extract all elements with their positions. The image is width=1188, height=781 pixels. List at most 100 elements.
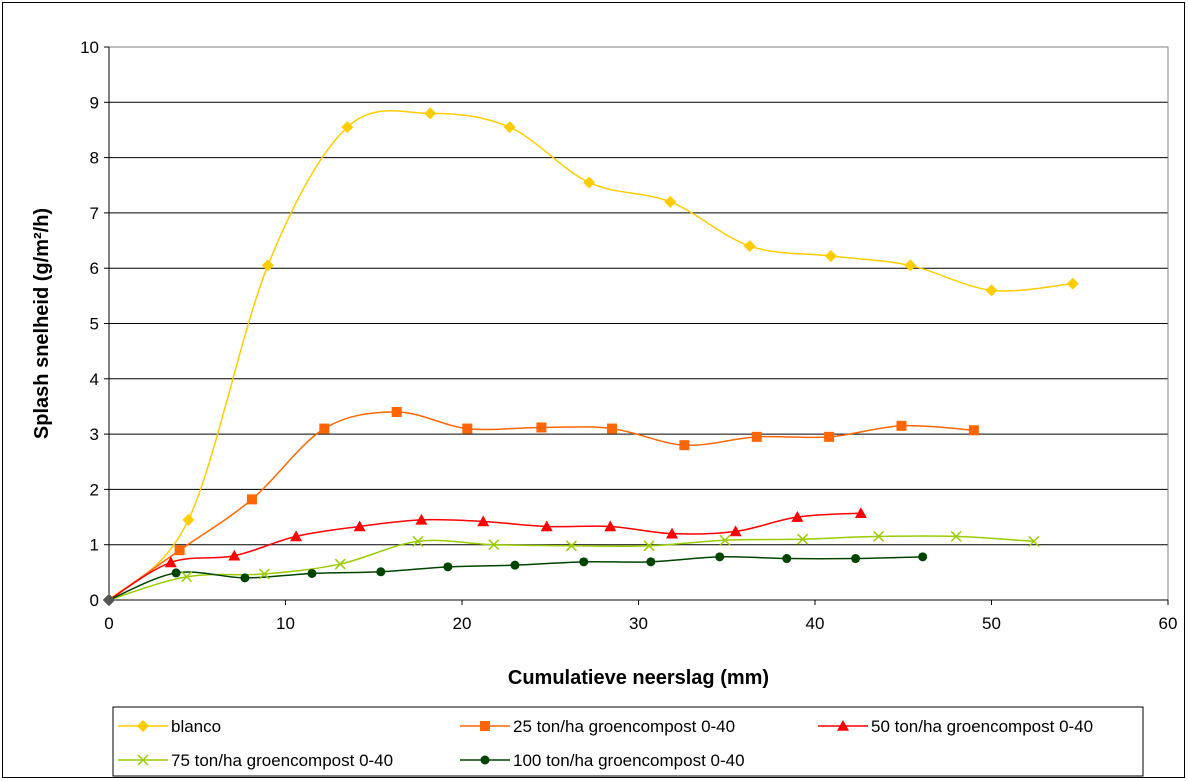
data-point-4-4 [376, 567, 386, 577]
y-tick-label: 9 [90, 93, 99, 112]
legend-item-2: 50 ton/ha groencompost 0-40 [818, 717, 1093, 736]
gridlines [109, 46, 1168, 546]
legend-label: 25 ton/ha groencompost 0-40 [513, 717, 735, 736]
data-point-1-9 [751, 431, 762, 442]
data-point-4-1 [171, 568, 181, 578]
legend-label: blanco [171, 717, 221, 736]
x-tick-label: 50 [982, 614, 1001, 633]
legend-marker [480, 721, 490, 731]
data-point-0-2 [261, 259, 274, 272]
data-point-4-9 [715, 552, 725, 562]
x-tick-label: 40 [806, 614, 825, 633]
data-point-2-8 [604, 520, 617, 532]
data-point-2-12 [854, 507, 867, 518]
legend-item-3: 75 ton/ha groencompost 0-40 [118, 751, 393, 770]
legend-box [112, 706, 1144, 777]
data-point-3-12 [1028, 535, 1040, 547]
data-point-3-6 [565, 540, 577, 552]
series-line-1 [108, 411, 974, 601]
data-point-1-12 [968, 425, 979, 436]
y-tick-label: 3 [90, 425, 99, 444]
y-tick-label: 8 [90, 149, 99, 168]
data-point-4-3 [307, 568, 317, 578]
data-point-3-1 [181, 571, 193, 583]
y-tick-label: 1 [90, 536, 99, 555]
legend-item-4: 100 ton/ha groencompost 0-40 [460, 751, 745, 770]
x-axis-title: Cumulatieve neerslag (mm) [508, 667, 769, 689]
data-point-2-9 [666, 527, 679, 539]
y-tick-label: 10 [80, 38, 99, 57]
y-tick-label: 6 [90, 259, 99, 278]
data-point-3-9 [797, 533, 809, 545]
legend-marker [137, 720, 149, 732]
legend-label: 100 ton/ha groencompost 0-40 [513, 751, 745, 770]
legend: blanco 25 ton/ha groencompost 0-40 50 ton/… [112, 706, 1144, 777]
data-point-4-7 [579, 557, 589, 567]
data-point-3-10 [873, 530, 885, 542]
data-point-3-3 [334, 558, 346, 570]
y-tick-label: 2 [90, 480, 99, 499]
data-point-2-10 [729, 525, 742, 537]
legend-marker [480, 755, 490, 765]
data-point-3-5 [488, 539, 500, 551]
data-point-0-7 [664, 195, 677, 208]
data-point-0-5 [503, 121, 516, 134]
legend-marker [137, 754, 149, 766]
data-point-4-12 [918, 552, 928, 562]
data-point-3-4 [412, 535, 424, 547]
data-point-1-2 [246, 494, 257, 505]
data-point-4-10 [782, 554, 792, 564]
data-point-1-6 [536, 422, 547, 433]
legend-marker [837, 720, 849, 731]
data-point-1-1 [174, 545, 185, 556]
y-tick-label: 7 [90, 204, 99, 223]
data-point-1-7 [607, 423, 618, 434]
data-point-0-6 [583, 176, 596, 189]
x-tick-label: 30 [629, 614, 648, 633]
y-tick-label: 4 [90, 370, 99, 389]
x-tick-label: 0 [104, 614, 113, 633]
data-point-2-5 [415, 513, 428, 525]
data-point-0-3 [341, 121, 354, 134]
x-tick-labels: 0 10 20 30 40 50 60 [104, 614, 1177, 633]
data-point-0-8 [743, 240, 756, 253]
data-point-4-11 [851, 554, 861, 564]
data-point-2-6 [477, 515, 490, 527]
data-point-0-10 [904, 259, 917, 272]
data-point-3-11 [950, 530, 962, 542]
x-tick-label: 60 [1159, 614, 1178, 633]
y-tick-labels: 0 1 2 3 4 5 6 7 8 9 10 [80, 38, 99, 610]
series-markers [103, 107, 1079, 606]
x-tick-label: 20 [453, 614, 472, 633]
x-tick-label: 10 [276, 614, 295, 633]
data-point-2-11 [791, 511, 804, 522]
data-point-2-3 [290, 530, 303, 542]
data-point-1-5 [462, 423, 473, 434]
data-point-0-11 [985, 284, 998, 297]
data-point-0-12 [1066, 277, 1079, 290]
data-point-4-8 [646, 557, 656, 567]
data-point-1-8 [679, 440, 690, 451]
data-point-1-4 [391, 406, 402, 417]
legend-item-0: blanco [118, 717, 221, 736]
legend-label: 75 ton/ha groencompost 0-40 [171, 751, 393, 770]
data-point-4-2 [240, 573, 250, 583]
data-point-3-2 [258, 568, 270, 580]
data-point-1-10 [824, 431, 835, 442]
data-point-0-1 [182, 513, 195, 526]
data-point-4-6 [510, 560, 520, 570]
y-axis-title: Splash snelheid (g/m²/h) [31, 208, 53, 439]
data-point-3-8 [719, 534, 731, 546]
legend-item-1: 25 ton/ha groencompost 0-40 [460, 717, 735, 736]
y-tick-label: 0 [90, 591, 99, 610]
data-point-4-5 [443, 562, 453, 572]
data-point-0-4 [424, 107, 437, 120]
data-point-2-4 [353, 520, 366, 532]
data-point-2-1 [164, 556, 177, 568]
data-point-2-7 [540, 520, 553, 532]
data-point-2-2 [228, 549, 241, 561]
data-point-1-11 [896, 420, 907, 431]
y-tick-label: 5 [90, 315, 99, 334]
